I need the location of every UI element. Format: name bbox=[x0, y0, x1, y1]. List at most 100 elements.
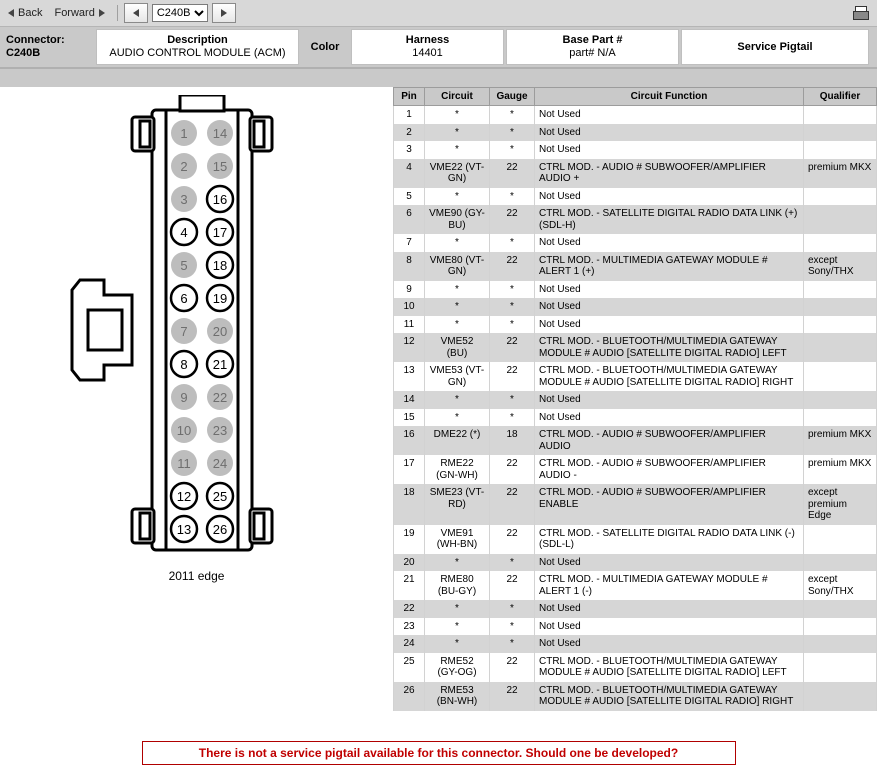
th-circuit: Circuit bbox=[425, 88, 490, 106]
svg-text:26: 26 bbox=[212, 522, 226, 537]
table-row: 12VME52 (BU)22CTRL MOD. - BLUETOOTH/MULT… bbox=[394, 333, 877, 362]
nav-prev-button[interactable] bbox=[124, 3, 148, 23]
cell-gauge: * bbox=[490, 124, 535, 142]
cell-pin: 4 bbox=[394, 159, 425, 188]
cell-circuit: * bbox=[425, 635, 490, 653]
cell-func: Not Used bbox=[535, 281, 804, 299]
cell-circuit: VME53 (VT-GN) bbox=[425, 362, 490, 391]
cell-gauge: * bbox=[490, 281, 535, 299]
cell-func: CTRL MOD. - MULTIMEDIA GATEWAY MODULE # … bbox=[535, 571, 804, 600]
back-label: Back bbox=[18, 7, 42, 19]
cell-circuit: * bbox=[425, 600, 490, 618]
table-row: 25RME52 (GY-OG)22CTRL MOD. - BLUETOOTH/M… bbox=[394, 653, 877, 682]
pin-6: 6 bbox=[171, 285, 197, 311]
cell-func: CTRL MOD. - AUDIO # SUBWOOFER/AMPLIFIER … bbox=[535, 426, 804, 455]
print-icon[interactable] bbox=[853, 6, 869, 20]
pin-20: 20 bbox=[207, 318, 233, 344]
connector-label: Connector: bbox=[6, 34, 89, 47]
table-row: 6VME90 (GY-BU)22CTRL MOD. - SATELLITE DI… bbox=[394, 205, 877, 234]
pin-7: 7 bbox=[171, 318, 197, 344]
toolbar: Back Forward C240B bbox=[0, 0, 877, 27]
svg-text:1: 1 bbox=[180, 126, 187, 141]
pin-14: 14 bbox=[207, 120, 233, 146]
cell-func: Not Used bbox=[535, 409, 804, 427]
cell-circuit: VME91 (WH-BN) bbox=[425, 525, 490, 554]
cell-circuit: SME23 (VT-RD) bbox=[425, 484, 490, 525]
cell-func: CTRL MOD. - BLUETOOTH/MULTIMEDIA GATEWAY… bbox=[535, 362, 804, 391]
cell-gauge: 22 bbox=[490, 571, 535, 600]
cell-qual bbox=[804, 391, 877, 409]
color-cell: Color bbox=[300, 27, 350, 67]
nav-next-button[interactable] bbox=[212, 3, 236, 23]
cell-pin: 2 bbox=[394, 124, 425, 142]
cell-qual bbox=[804, 554, 877, 572]
cell-circuit: * bbox=[425, 141, 490, 159]
pigtail-label: Service Pigtail bbox=[688, 41, 862, 54]
description-label: Description bbox=[103, 34, 292, 47]
cell-func: Not Used bbox=[535, 635, 804, 653]
table-row: 8VME80 (VT-GN)22CTRL MOD. - MULTIMEDIA G… bbox=[394, 252, 877, 281]
cell-qual: except Sony/THX bbox=[804, 252, 877, 281]
pin-8: 8 bbox=[171, 351, 197, 377]
separator-bar bbox=[0, 69, 877, 87]
cell-circuit: * bbox=[425, 316, 490, 334]
chevron-right-icon bbox=[221, 9, 227, 17]
cell-circuit: VME80 (VT-GN) bbox=[425, 252, 490, 281]
cell-circuit: * bbox=[425, 124, 490, 142]
cell-pin: 11 bbox=[394, 316, 425, 334]
cell-pin: 16 bbox=[394, 426, 425, 455]
forward-button[interactable]: Forward bbox=[50, 6, 110, 20]
cell-qual bbox=[804, 205, 877, 234]
pin-21: 21 bbox=[207, 351, 233, 377]
cell-qual bbox=[804, 298, 877, 316]
connector-select[interactable]: C240B bbox=[152, 4, 208, 22]
cell-gauge: * bbox=[490, 554, 535, 572]
cell-qual: premium MKX bbox=[804, 159, 877, 188]
cell-pin: 13 bbox=[394, 362, 425, 391]
table-row: 26RME53 (BN-WH)22CTRL MOD. - BLUETOOTH/M… bbox=[394, 682, 877, 711]
table-row: 1**Not Used bbox=[394, 106, 877, 124]
cell-qual bbox=[804, 333, 877, 362]
pin-19: 19 bbox=[207, 285, 233, 311]
table-row: 15**Not Used bbox=[394, 409, 877, 427]
basepart-value: part# N/A bbox=[513, 47, 672, 60]
svg-text:7: 7 bbox=[180, 324, 187, 339]
toolbar-separator bbox=[117, 5, 118, 21]
cell-pin: 17 bbox=[394, 455, 425, 484]
cell-pin: 8 bbox=[394, 252, 425, 281]
svg-text:2: 2 bbox=[180, 159, 187, 174]
cell-func: Not Used bbox=[535, 234, 804, 252]
back-icon bbox=[8, 9, 14, 17]
cell-pin: 5 bbox=[394, 188, 425, 206]
cell-qual bbox=[804, 188, 877, 206]
back-button[interactable]: Back bbox=[4, 6, 46, 20]
table-row: 10**Not Used bbox=[394, 298, 877, 316]
cell-circuit: * bbox=[425, 106, 490, 124]
table-row: 14**Not Used bbox=[394, 391, 877, 409]
th-pin: Pin bbox=[394, 88, 425, 106]
table-row: 23**Not Used bbox=[394, 618, 877, 636]
svg-text:6: 6 bbox=[180, 291, 187, 306]
cell-circuit: RME53 (BN-WH) bbox=[425, 682, 490, 711]
cell-circuit: * bbox=[425, 409, 490, 427]
cell-qual: except Sony/THX bbox=[804, 571, 877, 600]
table-row: 20**Not Used bbox=[394, 554, 877, 572]
svg-text:17: 17 bbox=[212, 225, 226, 240]
cell-func: CTRL MOD. - AUDIO # SUBWOOFER/AMPLIFIER … bbox=[535, 484, 804, 525]
cell-func: Not Used bbox=[535, 600, 804, 618]
cell-gauge: * bbox=[490, 106, 535, 124]
cell-pin: 7 bbox=[394, 234, 425, 252]
cell-pin: 15 bbox=[394, 409, 425, 427]
cell-qual bbox=[804, 234, 877, 252]
svg-text:21: 21 bbox=[212, 357, 226, 372]
cell-gauge: * bbox=[490, 234, 535, 252]
table-row: 5**Not Used bbox=[394, 188, 877, 206]
pin-table-header-row: Pin Circuit Gauge Circuit Function Quali… bbox=[394, 88, 877, 106]
cell-func: CTRL MOD. - SATELLITE DIGITAL RADIO DATA… bbox=[535, 525, 804, 554]
cell-pin: 26 bbox=[394, 682, 425, 711]
cell-qual bbox=[804, 409, 877, 427]
pin-12: 12 bbox=[171, 483, 197, 509]
cell-qual bbox=[804, 682, 877, 711]
pigtail-cell: Service Pigtail bbox=[681, 29, 869, 65]
cell-func: CTRL MOD. - BLUETOOTH/MULTIMEDIA GATEWAY… bbox=[535, 682, 804, 711]
